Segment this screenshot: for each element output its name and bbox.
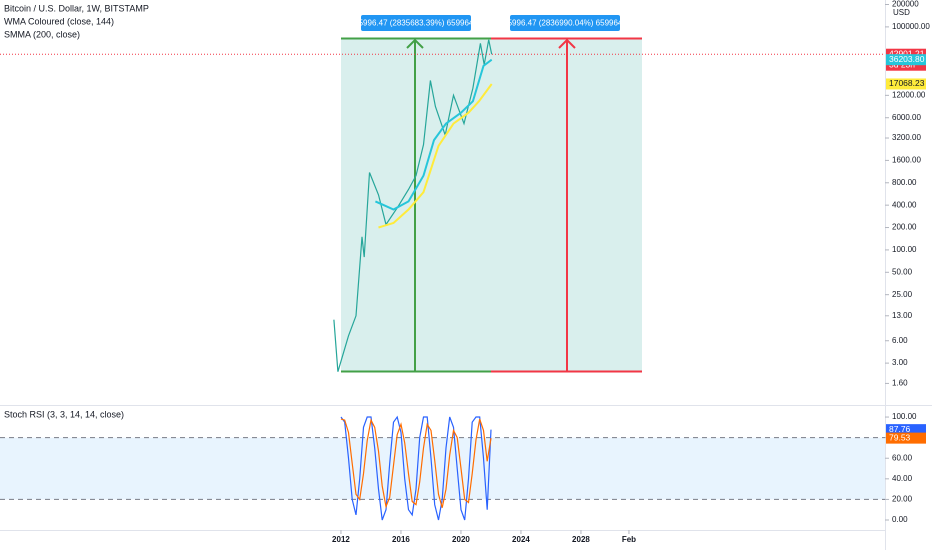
chart-title: Bitcoin / U.S. Dollar, 1W, BITSTAMP bbox=[4, 3, 149, 13]
y-tick-label: 40.00 bbox=[892, 474, 913, 483]
y-tick-label: 3.00 bbox=[892, 358, 908, 367]
series-line bbox=[340, 415, 492, 521]
x-tick-label: Feb bbox=[622, 535, 636, 544]
y-tick-label: 50.00 bbox=[892, 267, 913, 276]
series-line bbox=[333, 39, 493, 372]
legend-entry: SMMA (200, close) bbox=[4, 29, 80, 39]
y-tick-label: 6000.00 bbox=[892, 113, 921, 122]
measure-label: 65996.47 (2835683.39%) 6599647 bbox=[354, 19, 478, 28]
last-value-label: 87.76 bbox=[889, 424, 911, 434]
x-tick-label: 2012 bbox=[332, 535, 350, 544]
y-tick-label: 1600.00 bbox=[892, 156, 921, 165]
last-value-label: 36203.80 bbox=[889, 54, 925, 64]
x-tick-label: 2024 bbox=[512, 535, 530, 544]
measure-label-box bbox=[361, 15, 471, 31]
last-value-box bbox=[886, 432, 926, 444]
y-tick-label: 6.00 bbox=[892, 336, 908, 345]
series-line bbox=[378, 83, 493, 229]
last-value-label: 79.53 bbox=[889, 432, 911, 442]
y-tick-label: 13.00 bbox=[892, 311, 913, 320]
y-tick-label: 100.00 bbox=[892, 245, 917, 254]
last-value-label: 42901.21 bbox=[889, 48, 925, 58]
x-tick-label: 2020 bbox=[452, 535, 470, 544]
y-tick-label: 12000.00 bbox=[892, 90, 926, 99]
y-tick-label: 3200.00 bbox=[892, 133, 921, 142]
legend-entry: WMA Coloured (close, 144) bbox=[4, 16, 114, 26]
y-tick-label: 200.00 bbox=[892, 223, 917, 232]
y-tick-label: 800.00 bbox=[892, 178, 917, 187]
last-value-box bbox=[886, 54, 926, 66]
y-tick-label: 0.00 bbox=[892, 515, 908, 524]
last-value-label: 17068.23 bbox=[889, 78, 925, 88]
y-tick-label: 400.00 bbox=[892, 200, 917, 209]
y-tick-label: 100000.00 bbox=[892, 22, 930, 31]
series-line bbox=[340, 418, 492, 509]
last-value-box bbox=[886, 78, 926, 90]
axis-unit: USD bbox=[893, 8, 910, 17]
measure-arrow bbox=[558, 38, 576, 372]
x-tick-label: 2016 bbox=[392, 535, 410, 544]
y-tick-label: 25.00 bbox=[892, 290, 913, 299]
measure-arrow bbox=[406, 38, 424, 372]
y-tick-label: 60.00 bbox=[892, 453, 913, 462]
y-tick-label: 1.60 bbox=[892, 379, 908, 388]
y-tick-label: 20.00 bbox=[892, 495, 913, 504]
y-tick-label: 100.00 bbox=[892, 412, 917, 421]
series-line bbox=[374, 58, 493, 211]
measure-label-box bbox=[510, 15, 620, 31]
y-tick-label: 200000 bbox=[892, 0, 919, 9]
x-tick-label: 2028 bbox=[572, 535, 590, 544]
chart-title: Stoch RSI (3, 3, 14, 14, close) bbox=[4, 409, 124, 419]
measure-label: 65996.47 (2836990.04%) 6599647 bbox=[503, 19, 627, 28]
last-value-box bbox=[886, 424, 926, 436]
